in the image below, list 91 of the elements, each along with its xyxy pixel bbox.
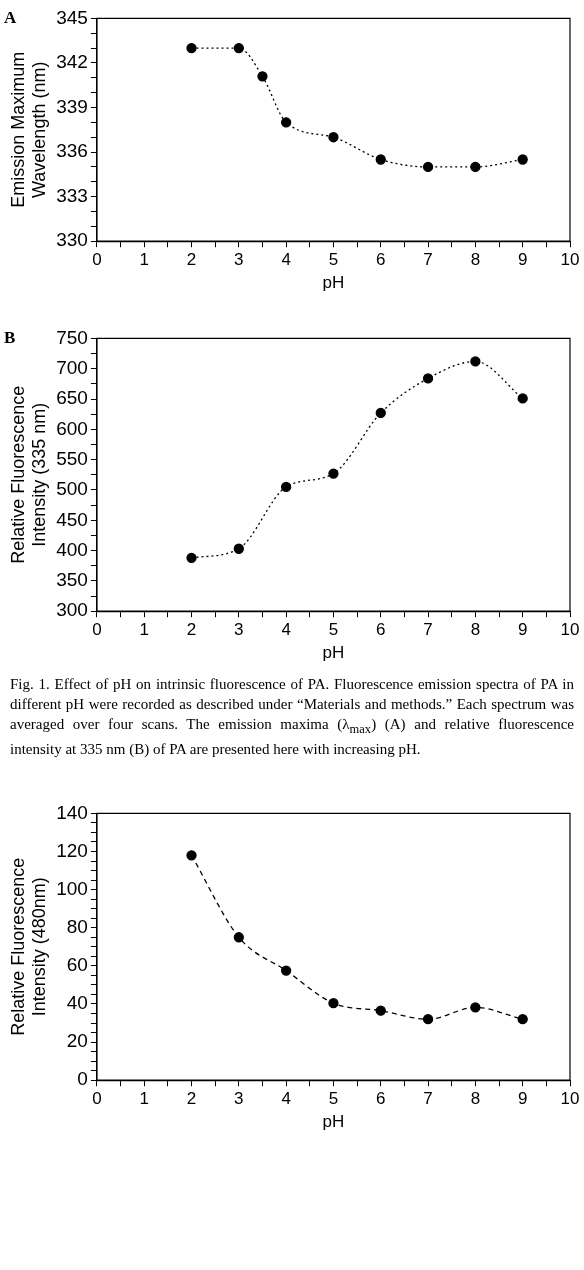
point <box>280 117 292 128</box>
x-tick-label: 2 <box>186 1089 197 1109</box>
point <box>375 407 386 419</box>
point <box>470 356 481 367</box>
chart-title: B <box>4 327 16 347</box>
x-tick-label: 5 <box>328 1089 339 1109</box>
x-tick-label: 5 <box>328 250 339 270</box>
point <box>280 481 292 493</box>
x-tick-label: 3 <box>234 250 244 270</box>
y-tick-label: 345 <box>56 6 88 28</box>
y-tick-label: 60 <box>66 954 88 976</box>
x-tick-label: 1 <box>139 1089 149 1109</box>
x-tick-label: 6 <box>376 620 386 640</box>
y-tick-label: 80 <box>66 915 88 937</box>
x-tick-label: 9 <box>517 1089 528 1109</box>
point <box>470 161 481 173</box>
x-axis-title: pH <box>322 643 345 663</box>
point <box>328 132 339 143</box>
y-tick-label: 450 <box>56 508 88 530</box>
point <box>328 998 339 1009</box>
y-tick-label: 350 <box>56 569 88 591</box>
point <box>470 1002 481 1013</box>
y-tick-label: 339 <box>56 95 88 117</box>
y-axis-title: Relative Fluorescence Intensity (335 nm) <box>7 385 50 564</box>
point <box>186 42 197 54</box>
y-tick-label: 40 <box>66 992 88 1014</box>
point <box>186 552 197 563</box>
point <box>257 71 268 82</box>
point <box>280 965 292 976</box>
x-tick-label: 10 <box>560 620 580 640</box>
x-tick-label: 6 <box>376 250 386 270</box>
y-tick-label: 700 <box>56 356 88 378</box>
y-tick-label: 342 <box>56 51 88 73</box>
x-tick-label: 0 <box>92 620 102 640</box>
y-tick-label: 20 <box>66 1030 88 1052</box>
x-tick-label: 0 <box>92 1089 102 1109</box>
y-tick-label: 600 <box>56 417 88 439</box>
x-tick-label: 1 <box>139 620 149 640</box>
y-axis-title: Relative Fluorescence Intensity (480nm) <box>7 857 50 1036</box>
point <box>375 1005 386 1016</box>
point <box>422 373 434 384</box>
x-tick-label: 10 <box>560 250 580 270</box>
point <box>517 154 528 165</box>
y-tick-label: 120 <box>56 839 88 861</box>
y-tick-label: 300 <box>56 599 88 621</box>
point <box>375 154 386 165</box>
x-tick-label: 9 <box>517 250 528 270</box>
point <box>233 543 244 554</box>
point <box>422 1014 434 1025</box>
y-tick-label: 650 <box>56 387 88 409</box>
x-tick-label: 10 <box>560 1089 580 1109</box>
x-tick-label: 5 <box>328 620 339 640</box>
y-tick-label: 100 <box>56 877 88 899</box>
point <box>517 1014 528 1025</box>
chart-title: A <box>4 7 17 27</box>
y-tick-label: 333 <box>56 184 88 206</box>
x-tick-label: 8 <box>470 250 481 270</box>
x-tick-label: 4 <box>281 1089 291 1109</box>
y-tick-label: 750 <box>56 326 88 348</box>
x-tick-label: 4 <box>281 250 291 270</box>
point <box>517 393 528 404</box>
y-tick-label: 500 <box>56 478 88 500</box>
x-tick-label: 3 <box>234 620 244 640</box>
y-tick-label: 330 <box>56 229 88 251</box>
x-axis-title: pH <box>322 273 345 293</box>
point <box>186 850 197 861</box>
x-tick-label: 0 <box>92 250 102 270</box>
x-tick-label: 6 <box>376 1089 386 1109</box>
y-axis-title: Emission Maximum Wavelength (nm) <box>7 51 50 208</box>
y-tick-label: 140 <box>56 801 88 823</box>
x-tick-label: 1 <box>139 250 149 270</box>
y-tick-label: 400 <box>56 538 88 560</box>
point <box>233 42 244 54</box>
x-tick-label: 7 <box>423 620 433 640</box>
x-axis-title: pH <box>322 1112 345 1132</box>
point <box>328 468 339 479</box>
x-tick-label: 9 <box>517 620 528 640</box>
x-tick-label: 8 <box>470 620 481 640</box>
y-tick-label: 0 <box>77 1068 88 1090</box>
y-tick-label: 336 <box>56 140 88 162</box>
x-tick-label: 7 <box>423 1089 433 1109</box>
y-tick-label: 550 <box>56 447 88 469</box>
point <box>233 932 244 943</box>
x-tick-label: 7 <box>423 250 433 270</box>
x-tick-label: 4 <box>281 620 291 640</box>
x-tick-label: 2 <box>186 620 197 640</box>
x-tick-label: 2 <box>186 250 197 270</box>
x-tick-label: 3 <box>234 1089 244 1109</box>
point <box>422 161 434 173</box>
caption: Fig. 1. Effect of pH on intrinsic fluorescence of PA. Fluorescence emission spectra of PA in different pH were recorded as described under “Materials and methods.” Each spectrum was averaged over four scans. The emission maxima (λ$_{max}$) (A) and relative fluorescence intensity at 335 nm (B) of PA are presented here with increasing pH. <box>9 675 575 759</box>
x-tick-label: 8 <box>470 1089 481 1109</box>
